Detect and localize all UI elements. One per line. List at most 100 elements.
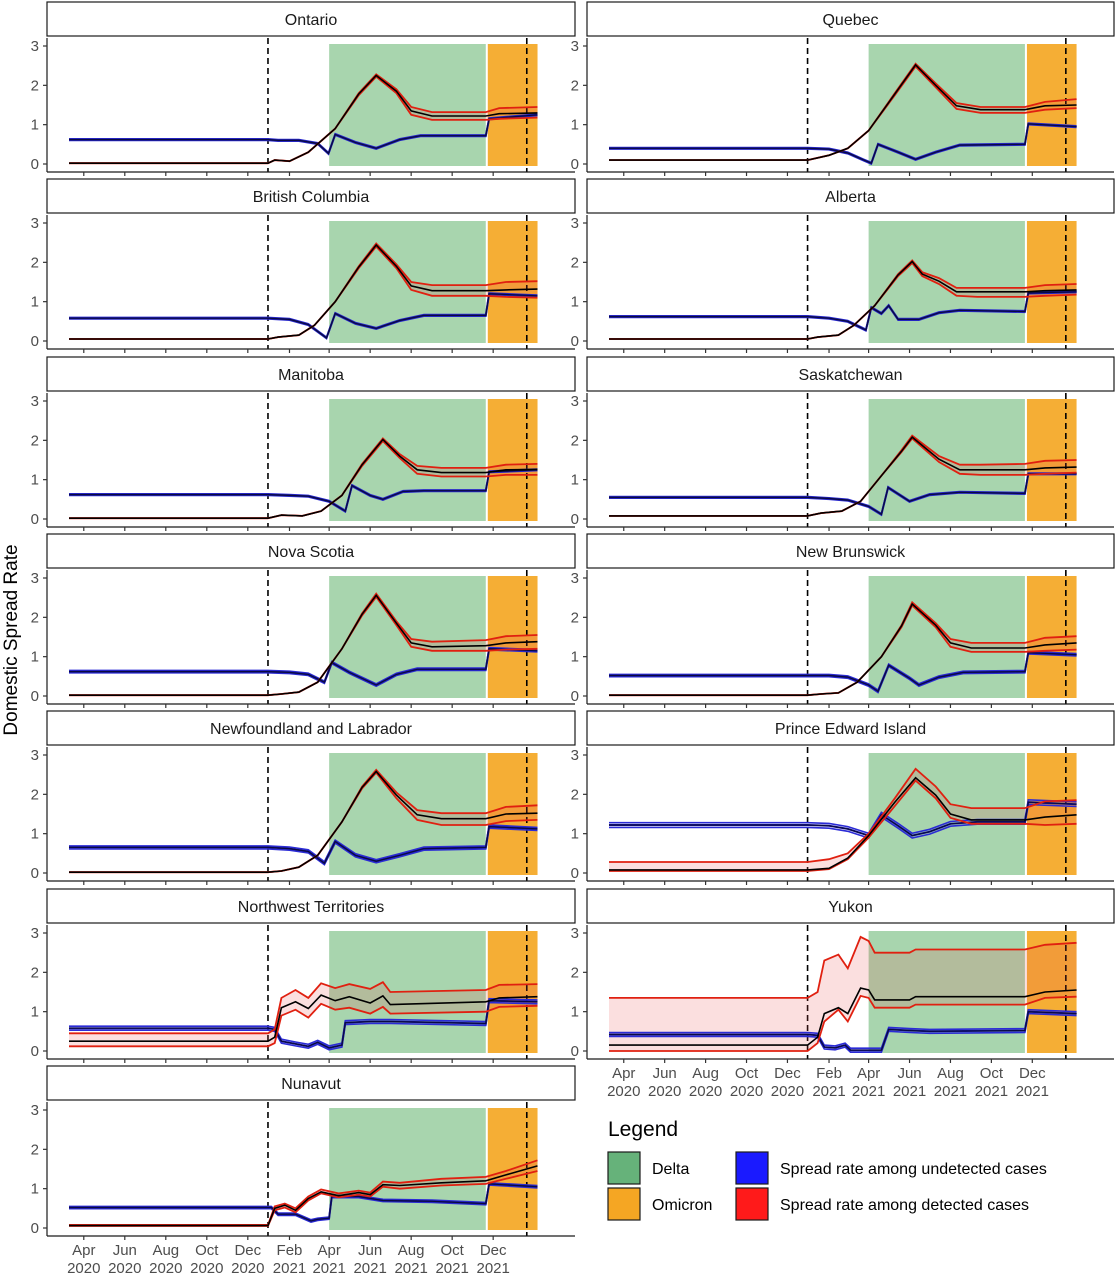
panel-strip — [46, 178, 576, 214]
detected-upper-line — [69, 1159, 538, 1226]
period-omicron — [1026, 221, 1077, 343]
y-tick-label: 0 — [571, 511, 579, 528]
y-tick-label: 1 — [31, 472, 39, 489]
y-tick-label: 0 — [31, 1043, 39, 1060]
x-tick-label: Dec — [234, 1242, 261, 1259]
panel-strip — [46, 1, 576, 37]
panel-title: Alberta — [825, 189, 876, 206]
detected-center-line — [609, 987, 1077, 1046]
panel-title: Northwest Territories — [238, 899, 384, 916]
x-tick-label: Apr — [857, 1065, 880, 1082]
y-tick-label: 1 — [571, 826, 579, 843]
x-tick-label: Aug — [152, 1242, 179, 1259]
panel-strip — [586, 533, 1115, 569]
detected-center-line — [69, 1165, 538, 1227]
legend: Legend Delta Omicron Spread rate among unde… — [607, 1118, 1047, 1221]
undetected-center-line — [609, 652, 1077, 693]
x-tick-label: Dec — [480, 1242, 507, 1259]
panel-strip — [46, 1065, 576, 1101]
detected-center-line — [69, 438, 538, 519]
x-tick-label: 2020 — [67, 1260, 100, 1277]
x-tick-label: Jun — [113, 1242, 137, 1259]
detected-center-line — [609, 63, 1077, 161]
panel: Manitoba 0 1 2 3 — [31, 356, 576, 531]
undetected-center-line — [69, 293, 538, 339]
x-tick-label: 2020 — [771, 1083, 804, 1100]
panel: Quebec 0 1 2 3 — [571, 1, 1115, 176]
x-tick-label: Aug — [937, 1065, 964, 1082]
x-tick-label: Oct — [440, 1242, 464, 1259]
x-tick-label: Oct — [980, 1065, 1004, 1082]
y-tick-label: 0 — [571, 1043, 579, 1060]
panel: Prince Edward Island 0 1 2 3 — [571, 710, 1115, 885]
period-omicron — [1026, 753, 1077, 875]
x-tick-label: 2021 — [934, 1083, 967, 1100]
legend-swatch — [607, 1187, 641, 1221]
detected-band — [69, 769, 538, 873]
x-tick-label: 2020 — [149, 1260, 182, 1277]
panel-title: Ontario — [285, 12, 338, 29]
panel-title: New Brunswick — [796, 544, 906, 561]
y-tick-label: 3 — [31, 215, 39, 232]
y-tick-label: 2 — [31, 77, 39, 94]
detected-upper-line — [609, 767, 1077, 863]
undetected-center-line — [69, 825, 538, 865]
y-tick-label: 2 — [571, 786, 579, 803]
y-tick-label: 3 — [31, 925, 39, 942]
undetected-center-line — [609, 291, 1077, 331]
x-tick-label: 2021 — [435, 1260, 468, 1277]
y-tick-label: 3 — [31, 747, 39, 764]
y-tick-label: 2 — [31, 432, 39, 449]
x-tick-label: Apr — [317, 1242, 340, 1259]
y-tick-label: 1 — [31, 649, 39, 666]
period-omicron — [487, 44, 538, 166]
x-tick-label: 2021 — [273, 1260, 306, 1277]
x-tick-label: 2021 — [893, 1083, 926, 1100]
panel: New Brunswick 0 1 2 3 — [571, 533, 1115, 708]
y-tick-label: 2 — [571, 432, 579, 449]
y-tick-label: 2 — [31, 786, 39, 803]
period-omicron — [487, 931, 538, 1053]
panel-title: Newfoundland and Labrador — [210, 721, 413, 738]
undetected-center-line — [69, 469, 538, 513]
undetected-upper-line — [609, 650, 1077, 692]
x-tick-label: 2021 — [852, 1083, 885, 1100]
x-tick-label: 2020 — [730, 1083, 763, 1100]
y-tick-label: 1 — [571, 649, 579, 666]
detected-center-line — [609, 776, 1077, 871]
x-tick-label: Oct — [735, 1065, 759, 1082]
y-tick-label: 3 — [31, 570, 39, 587]
undetected-lower-line — [609, 653, 1077, 694]
y-tick-label: 2 — [31, 1141, 39, 1158]
y-tick-label: 3 — [571, 393, 579, 410]
y-tick-label: 0 — [31, 865, 39, 882]
panel-title: British Columbia — [253, 189, 370, 206]
y-tick-label: 0 — [31, 333, 39, 350]
legend-swatch — [735, 1187, 769, 1221]
y-tick-label: 1 — [571, 1004, 579, 1021]
y-tick-label: 3 — [31, 1102, 39, 1119]
undetected-center-line — [69, 114, 538, 155]
y-tick-label: 3 — [571, 570, 579, 587]
x-tick-label: 2021 — [353, 1260, 386, 1277]
panel: Newfoundland and Labrador 0 1 2 3 — [31, 710, 576, 885]
detected-center-line — [69, 770, 538, 873]
detected-band — [69, 593, 538, 696]
y-tick-label: 2 — [31, 254, 39, 271]
panel: Ontario 0 1 2 3 — [31, 1, 576, 176]
facet-panels: Ontario 0 1 2 3 Quebec 0 1 2 3 British Columbia 0 1 2… — [31, 1, 1115, 1277]
legend-label: Spread rate among undetected cases — [780, 1161, 1047, 1178]
x-tick-label: Dec — [774, 1065, 801, 1082]
x-tick-label: Dec — [1019, 1065, 1046, 1082]
x-tick-label: 2021 — [812, 1083, 845, 1100]
detected-band — [609, 63, 1077, 161]
period-omicron — [487, 399, 538, 521]
y-tick-label: 0 — [31, 1220, 39, 1237]
panel-title: Yukon — [828, 899, 872, 916]
x-tick-label: 2020 — [607, 1083, 640, 1100]
panel-title: Prince Edward Island — [775, 721, 926, 738]
y-tick-label: 0 — [571, 688, 579, 705]
detected-upper-line — [69, 981, 538, 1035]
y-tick-label: 1 — [31, 1004, 39, 1021]
